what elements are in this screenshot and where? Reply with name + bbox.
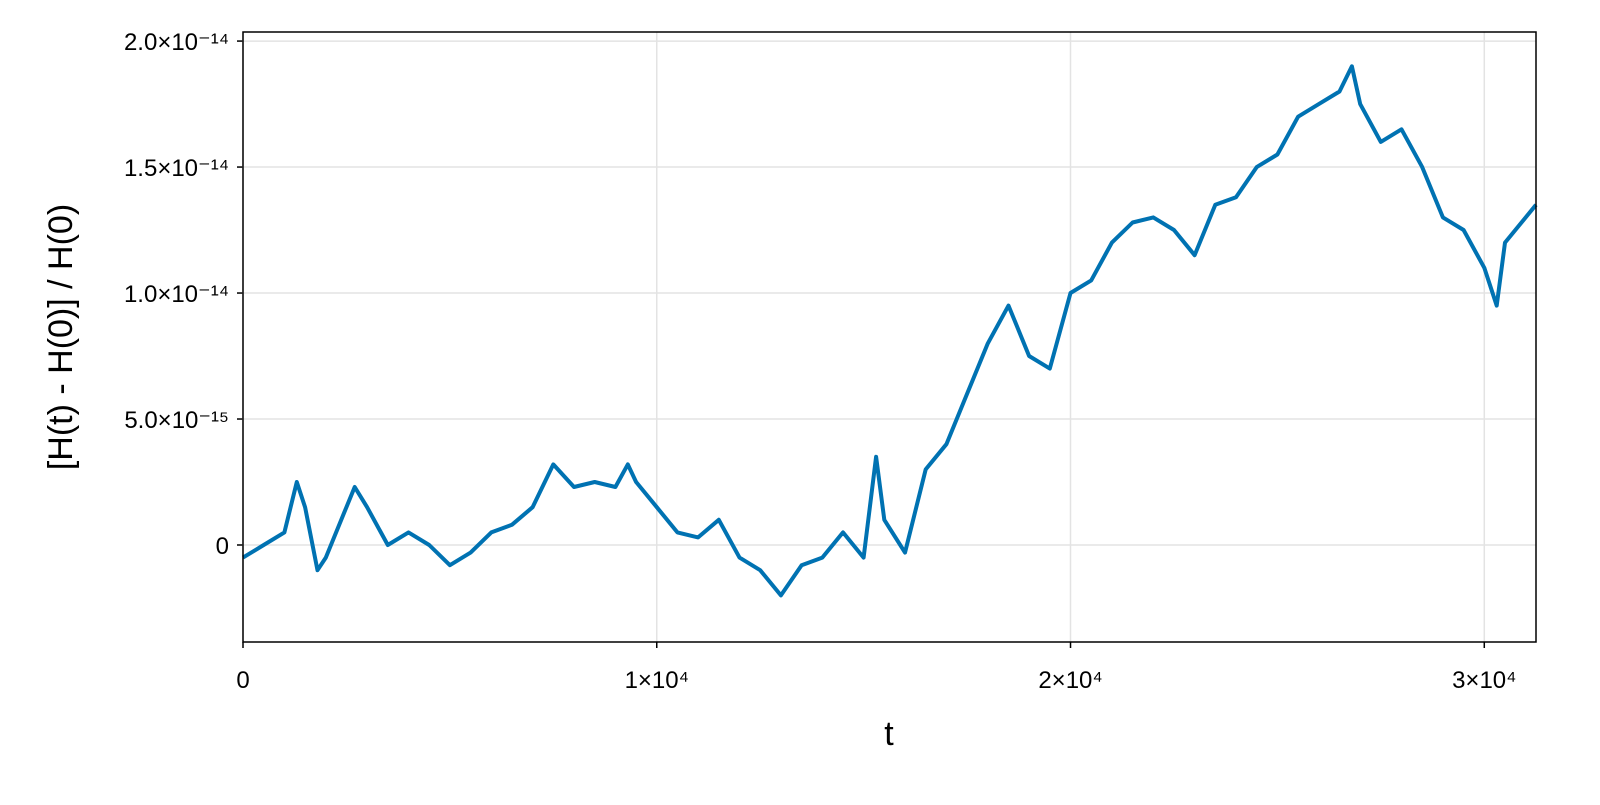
y-axis-label: [H(t) - H(0)] / H(0) bbox=[42, 204, 80, 470]
x-tick-label: 3×10⁴ bbox=[1452, 667, 1516, 694]
x-axis-label: t bbox=[884, 715, 894, 753]
plot-frame bbox=[242, 31, 1537, 643]
y-tick-label: 5.0×10⁻¹⁵ bbox=[124, 407, 229, 434]
y-tick-label: 0 bbox=[216, 533, 229, 560]
y-tick-label: 1.5×10⁻¹⁴ bbox=[124, 155, 229, 182]
x-tick-label: 0 bbox=[236, 667, 249, 694]
y-tick-label: 1.0×10⁻¹⁴ bbox=[124, 281, 229, 308]
x-tick-label: 2×10⁴ bbox=[1038, 667, 1102, 694]
data-line bbox=[241, 64, 1538, 598]
x-tick-label: 1×10⁴ bbox=[625, 667, 689, 694]
y-tick-label: 2.0×10⁻¹⁴ bbox=[124, 29, 229, 56]
